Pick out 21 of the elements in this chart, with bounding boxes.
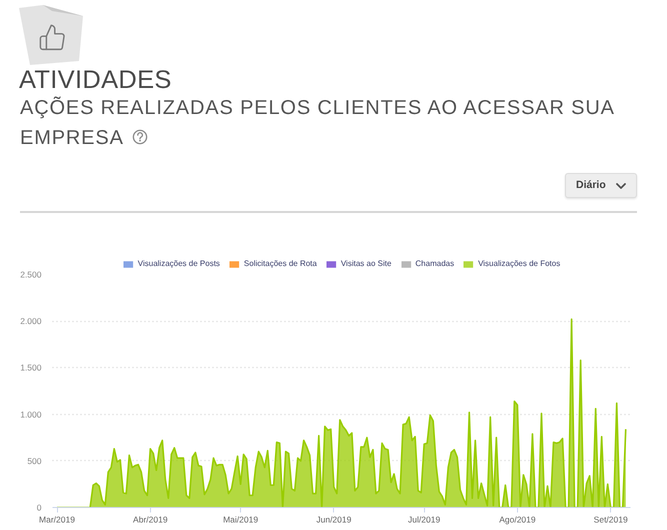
y-tick-label: 1.500: [20, 362, 42, 373]
legend-label: Visualizações de Posts: [138, 259, 220, 268]
chart-subtitle: AÇÕES REALIZADAS PELOS CLIENTES AO ACESSAR SUA EMPRESA: [20, 96, 615, 151]
y-tick-label: 1.000: [20, 409, 42, 420]
y-tick-label: 2.500: [20, 270, 42, 280]
y-tick-label: 0: [36, 502, 42, 512]
legend-label: Visitas ao Site: [340, 259, 392, 268]
x-tick-label: Ago/2019: [499, 514, 536, 524]
y-tick-label: 2.000: [20, 316, 42, 326]
chart-title: ATIVIDADES: [19, 65, 172, 95]
x-tick-label: Jun/2019: [316, 514, 352, 524]
x-tick-label: Mar/2019: [39, 514, 76, 524]
x-tick-label: Mai/2019: [223, 514, 258, 524]
x-tick-label: Abr/2019: [133, 514, 168, 524]
legend-label: Chamadas: [415, 259, 454, 268]
legend-label: Visualizações de Fotos: [478, 259, 560, 268]
x-tick-label: Set/2019: [594, 514, 628, 524]
y-tick-label: 500: [27, 456, 42, 466]
legend-label: Solicitações de Rota: [244, 259, 317, 268]
dropdown: Diário: [565, 173, 637, 198]
x-tick-label: Jul/2019: [408, 514, 440, 524]
